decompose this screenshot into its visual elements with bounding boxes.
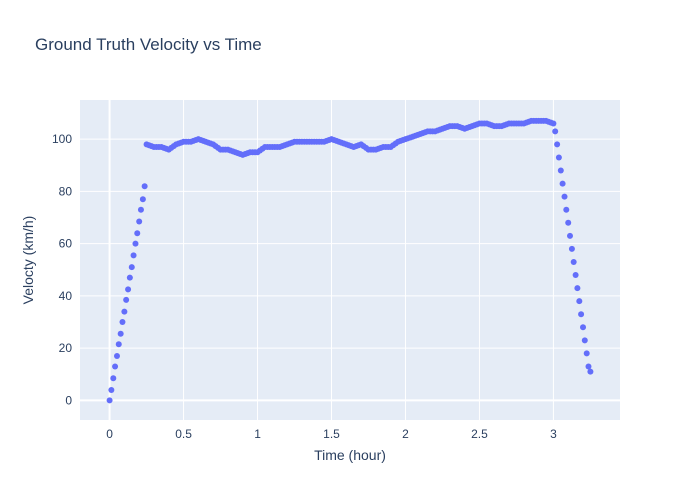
data-point (554, 141, 561, 148)
x-tick-label: 1.5 (323, 427, 340, 441)
data-point (561, 193, 568, 200)
data-point (585, 363, 592, 370)
x-tick-label: 0 (106, 427, 113, 441)
data-point (137, 206, 144, 213)
data-point (568, 245, 575, 252)
data-point (125, 286, 132, 293)
data-point (574, 285, 581, 292)
data-point (130, 252, 137, 259)
data-point (570, 258, 577, 265)
data-point (123, 296, 130, 303)
y-tick-label: 100 (52, 132, 72, 146)
x-tick-label: 3 (550, 427, 557, 441)
y-tick-label: 20 (59, 341, 73, 355)
data-point (141, 183, 148, 190)
x-tick-label: 1 (254, 427, 261, 441)
data-point (117, 330, 124, 337)
data-point (583, 350, 590, 357)
y-tick-label: 0 (65, 393, 72, 407)
y-tick-label: 80 (59, 184, 73, 198)
data-point (113, 353, 120, 359)
data-point (119, 319, 126, 326)
data-point (552, 128, 559, 135)
chart-title: Ground Truth Velocity vs Time (35, 35, 262, 54)
data-point (121, 308, 128, 315)
data-point (134, 230, 141, 237)
data-points (106, 117, 594, 404)
data-point (565, 219, 572, 226)
data-point (132, 240, 139, 247)
data-point (106, 397, 113, 404)
data-point (108, 386, 115, 393)
data-point (578, 311, 585, 318)
data-point (563, 206, 570, 213)
y-tick-label: 60 (59, 237, 73, 251)
data-point (559, 180, 566, 187)
plot-area (80, 100, 620, 420)
y-axis-title: Velocty (km/h) (20, 216, 36, 305)
data-point (110, 375, 117, 382)
x-axis-title: Time (hour) (314, 447, 386, 463)
data-point (576, 298, 583, 305)
data-point (136, 218, 143, 225)
y-tick-label: 40 (59, 289, 73, 303)
data-point (112, 363, 119, 370)
data-point (580, 324, 587, 331)
data-point (581, 337, 588, 344)
x-tick-label: 2.5 (471, 427, 488, 441)
x-tick-label: 2 (402, 427, 409, 441)
data-point (115, 341, 122, 348)
data-point (557, 167, 564, 174)
data-point (572, 272, 579, 279)
data-point (555, 154, 562, 161)
data-point (139, 196, 146, 203)
data-point (587, 368, 594, 375)
data-point (550, 120, 557, 127)
data-point (566, 232, 573, 239)
x-tick-label: 0.5 (175, 427, 192, 441)
data-point (126, 274, 133, 281)
data-point (128, 264, 135, 271)
tick-labels: 0 0.5 1 1.5 2 2.5 3 0 20 40 60 80 100 (52, 132, 557, 441)
